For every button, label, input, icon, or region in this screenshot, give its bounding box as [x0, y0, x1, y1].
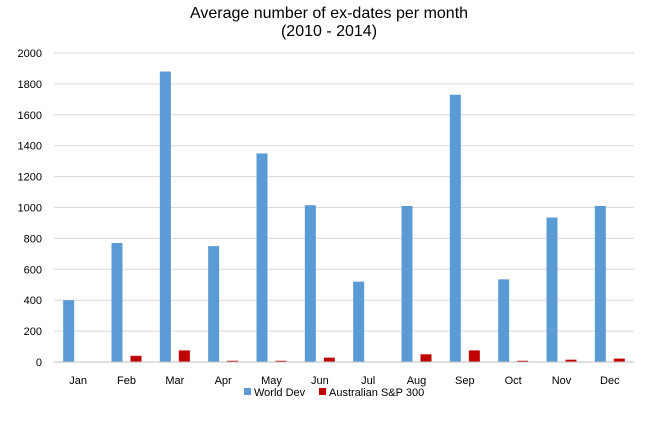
x-tick-label: Jan [69, 375, 87, 387]
y-tick-label: 1400 [18, 141, 42, 153]
bar-world-dev-aug [401, 205, 413, 362]
bar-australian-sp-300-may [275, 360, 287, 362]
gridlines [54, 52, 634, 332]
bar-australian-sp-300-nov [565, 359, 577, 362]
y-tick-label: 1200 [18, 172, 42, 184]
x-tick-label: Dec [600, 375, 620, 387]
x-tick-label: Jul [361, 375, 375, 387]
x-tick-label: Jun [311, 375, 329, 387]
y-tick-label: 1600 [18, 110, 42, 122]
bar-world-dev-jul [353, 281, 365, 362]
bar-australian-sp-300-aug [420, 354, 432, 362]
legend-item: World Dev [244, 387, 306, 399]
x-tick-label: May [261, 375, 282, 387]
bar-world-dev-feb [111, 243, 123, 362]
legend-label: World Dev [254, 387, 306, 399]
legend-item: Australian S&P 300 [319, 387, 424, 399]
x-tick-label: Feb [117, 375, 136, 387]
bar-australian-sp-300-feb [130, 355, 142, 362]
bar-world-dev-dec [594, 205, 606, 362]
bar-world-dev-apr [208, 246, 220, 362]
x-tick-label: Oct [505, 375, 522, 387]
bar-world-dev-sep [449, 94, 461, 362]
y-tick-label: 400 [24, 295, 42, 307]
legend-swatch [244, 388, 251, 395]
chart-title: Average number of ex-dates per month [190, 5, 468, 22]
x-tick-label: Aug [407, 375, 427, 387]
bar-australian-sp-300-dec [613, 358, 625, 362]
y-tick-label: 800 [24, 233, 42, 245]
y-axis-tick-labels: 0 200 400 600 800 1000 1200 1400 1600 1800 2000 [18, 48, 42, 369]
y-tick-label: 200 [24, 326, 42, 338]
x-tick-label: Apr [215, 375, 232, 387]
bar-world-dev-nov [546, 217, 558, 362]
bar-australian-sp-300-apr [227, 360, 239, 362]
bar-world-dev-oct [498, 279, 510, 362]
bar-world-dev-jan [63, 300, 75, 362]
bar-world-dev-may [256, 153, 268, 362]
bar-australian-sp-300-jun [323, 357, 335, 362]
legend-label: Australian S&P 300 [329, 387, 424, 399]
legend-swatch [319, 388, 326, 395]
chart-subtitle: (2010 - 2014) [281, 23, 377, 40]
bar-world-dev-mar [159, 71, 171, 362]
legend: World Dev Australian S&P 300 [244, 387, 424, 399]
x-tick-label: Nov [552, 375, 572, 387]
y-tick-label: 600 [24, 264, 42, 276]
bar-australian-sp-300-sep [468, 350, 480, 362]
y-tick-label: 1800 [18, 79, 42, 91]
bar-australian-sp-300-oct [517, 360, 529, 362]
y-tick-label: 1000 [18, 203, 42, 215]
x-tick-label: Sep [455, 375, 475, 387]
bar-world-dev-jun [304, 205, 316, 362]
bar-australian-sp-300-mar [178, 350, 190, 362]
x-axis-tick-labels: Jan Feb Mar Apr May Jun Jul Aug Sep Oct Nov Dec [69, 375, 620, 387]
y-tick-label: 2000 [18, 48, 42, 60]
y-tick-label: 0 [36, 357, 42, 369]
bars [63, 71, 625, 362]
x-tick-label: Mar [165, 375, 184, 387]
